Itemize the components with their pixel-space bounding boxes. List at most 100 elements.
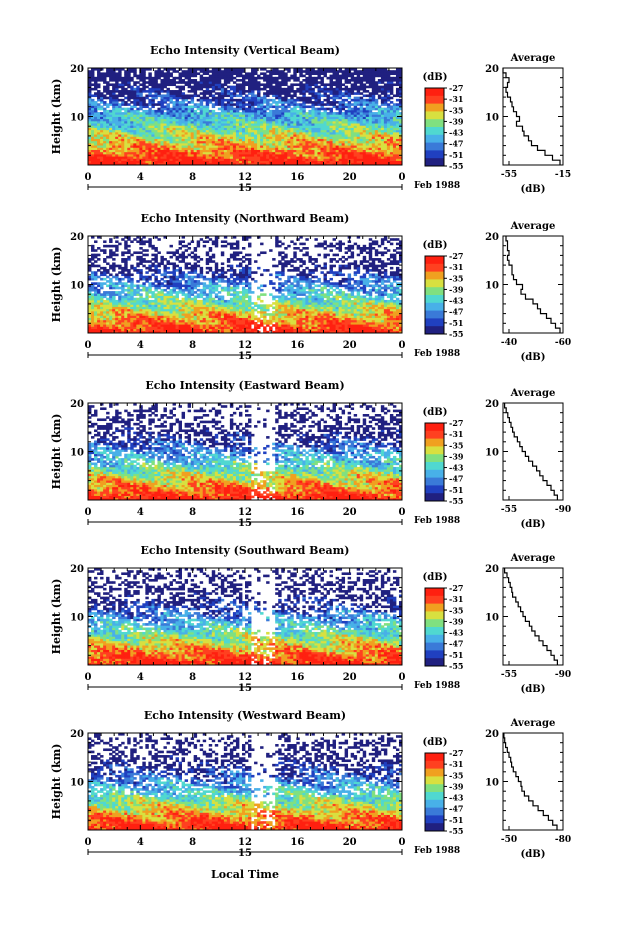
heatmap-cell	[245, 160, 249, 164]
heatmap-cell	[317, 96, 321, 100]
heatmap-cell	[97, 72, 101, 76]
heatmap-cell	[368, 142, 373, 146]
heatmap-cell	[299, 321, 303, 325]
heatmap-cell	[347, 96, 352, 100]
heatmap-cell	[305, 90, 309, 93]
heatmap-cell	[130, 125, 134, 128]
heatmap-cell	[260, 136, 264, 139]
heatmap-cell	[133, 118, 137, 122]
heatmap-cell	[211, 72, 216, 76]
heatmap-cell	[365, 127, 370, 131]
heatmap-cell	[257, 147, 261, 150]
heatmap-cell	[350, 72, 355, 76]
heatmap-cell	[374, 326, 379, 329]
heatmap-cell	[163, 138, 167, 142]
heatmap-cell	[163, 145, 167, 148]
heatmap-cell	[154, 125, 158, 128]
heatmap-cell	[181, 131, 186, 135]
x-tick-label: 20	[343, 172, 357, 183]
heatmap-cell	[133, 116, 137, 120]
heatmap-cell	[238, 156, 243, 159]
heatmap-cell	[308, 114, 312, 117]
heatmap-cell	[118, 131, 122, 135]
heatmap-cell	[284, 156, 288, 159]
heatmap-cell	[100, 138, 104, 142]
heatmap-cell	[91, 321, 95, 325]
heatmap-cell	[202, 125, 207, 128]
heatmap-cell	[229, 151, 234, 155]
heatmap-cell	[272, 134, 276, 137]
heatmap-cell	[287, 120, 291, 124]
heatmap-cell	[232, 114, 237, 117]
heatmap-cell	[284, 153, 288, 157]
heatmap-cell	[374, 131, 379, 135]
heatmap-cell	[353, 105, 358, 109]
heatmap-cell	[320, 112, 324, 115]
heatmap-cell	[154, 129, 158, 133]
heatmap-cell	[151, 109, 155, 113]
heatmap-cell	[323, 90, 327, 93]
heatmap-cell	[235, 109, 240, 113]
heatmap-cell	[112, 158, 116, 161]
heatmap-cell	[290, 83, 294, 87]
heatmap-cell	[296, 90, 300, 93]
heatmap-cell	[148, 123, 152, 126]
heatmap-cell	[100, 120, 104, 124]
heatmap-cell	[130, 160, 134, 164]
heatmap-cell	[260, 142, 264, 146]
heatmap-cell	[148, 125, 152, 128]
heatmap-cell	[136, 326, 140, 329]
heatmap-cell	[377, 85, 382, 89]
heatmap-cell	[281, 145, 285, 148]
heatmap-cell	[235, 79, 240, 82]
heatmap-cell	[350, 326, 355, 329]
heatmap-cell	[308, 105, 312, 109]
heatmap-cell	[229, 112, 234, 115]
heatmap-cell	[202, 145, 207, 148]
heatmap-cell	[311, 87, 315, 91]
heatmap-cell	[275, 145, 279, 148]
heatmap-cell	[335, 153, 339, 157]
heatmap-cell	[193, 116, 198, 120]
heatmap-cell	[136, 162, 140, 166]
heatmap-cell	[178, 96, 182, 100]
heatmap-cell	[257, 151, 261, 155]
heatmap-cell	[226, 127, 231, 131]
heatmap-cell	[341, 326, 346, 329]
heatmap-cell	[145, 105, 149, 109]
heatmap-cell	[323, 142, 327, 146]
heatmap-cell	[169, 140, 173, 144]
heatmap-cell	[374, 129, 379, 133]
y-axis-label: Height (km)	[50, 79, 63, 155]
heatmap-cell	[88, 120, 92, 124]
heatmap-cell	[208, 160, 213, 164]
heatmap-cell	[317, 317, 321, 321]
heatmap-cell	[136, 120, 140, 124]
heatmap-cell	[127, 107, 131, 111]
heatmap-cell	[157, 90, 161, 93]
heatmap-cell	[229, 129, 234, 133]
heatmap-cell	[100, 151, 104, 155]
heatmap-cell	[263, 149, 267, 153]
heatmap-cell	[302, 149, 306, 153]
heatmap-cell	[178, 120, 182, 124]
heatmap-cell	[248, 72, 252, 76]
heatmap-cell	[157, 134, 161, 137]
heatmap-cell	[100, 140, 104, 144]
heatmap-cell	[287, 162, 291, 166]
heatmap-cell	[320, 158, 324, 161]
heatmap-cell	[118, 125, 122, 128]
heatmap-cell	[302, 160, 306, 164]
heatmap-cell	[308, 131, 312, 135]
heatmap-cell	[208, 131, 213, 135]
heatmap-cell	[193, 79, 198, 82]
heatmap-cell	[142, 147, 146, 150]
heatmap-cell	[290, 145, 294, 148]
heatmap-cell	[329, 96, 333, 100]
heatmap-cell	[329, 138, 333, 142]
heatmap-cell	[323, 98, 327, 102]
heatmap-cell	[341, 105, 346, 109]
heatmap-cell	[272, 125, 276, 128]
heatmap-cell	[94, 116, 98, 120]
heatmap-cell	[254, 321, 258, 325]
